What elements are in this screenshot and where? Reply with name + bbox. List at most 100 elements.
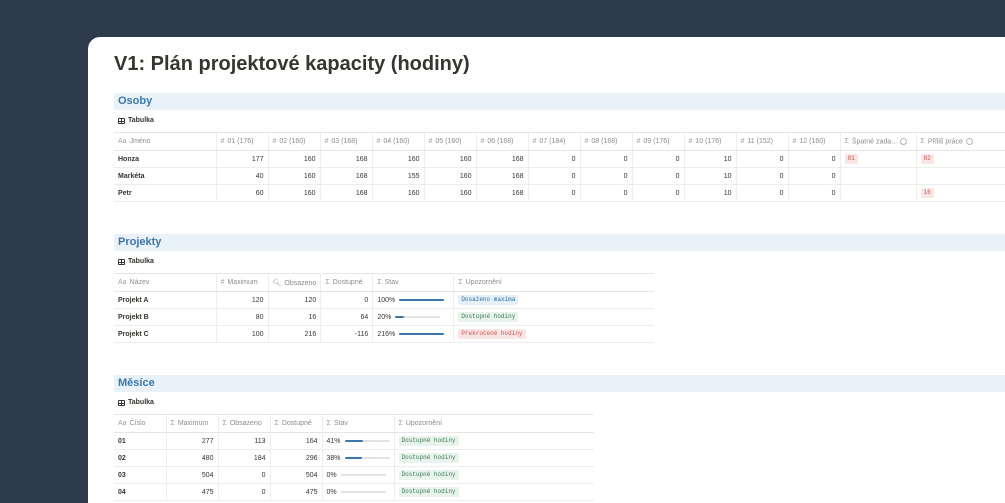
column-header-month[interactable]: #08 (168) bbox=[580, 132, 633, 151]
cell-spatne[interactable] bbox=[840, 167, 917, 185]
column-header-month[interactable]: #04 (160) bbox=[372, 132, 425, 151]
cell[interactable]: 0 bbox=[736, 150, 789, 168]
cell-maximum[interactable]: 80 bbox=[216, 308, 269, 326]
cell-maximum[interactable]: 480 bbox=[166, 449, 219, 467]
row-name[interactable]: Projekt C bbox=[114, 325, 217, 343]
cell-obsazeno[interactable]: 184 bbox=[218, 449, 271, 467]
column-header-obsazeno[interactable]: Σ Obsazeno bbox=[218, 414, 271, 433]
cell[interactable]: 155 bbox=[372, 167, 425, 185]
cell[interactable]: 0 bbox=[788, 167, 841, 185]
cell-upozorneni[interactable]: Dostupné hodiny bbox=[394, 483, 595, 501]
column-header-month[interactable]: #12 (160) bbox=[788, 132, 841, 151]
column-header-upozorneni[interactable]: Σ Upozornění bbox=[394, 414, 595, 433]
cell-dostupne[interactable]: 64 bbox=[320, 308, 374, 326]
cell-dostupne[interactable]: 164 bbox=[270, 432, 323, 450]
cell-maximum[interactable]: 475 bbox=[166, 483, 219, 501]
cell[interactable]: 177 bbox=[216, 150, 269, 168]
cell[interactable]: 10 bbox=[684, 184, 737, 202]
column-header-nazev[interactable]: Aa Název bbox=[114, 273, 217, 292]
cell[interactable]: 0 bbox=[736, 184, 789, 202]
cell[interactable]: 160 bbox=[268, 150, 321, 168]
cell-dostupne[interactable]: 475 bbox=[270, 483, 323, 501]
cell-stav[interactable]: 0% bbox=[322, 466, 395, 484]
table-row[interactable]: 03 504 0 504 0% Dostupné hodiny bbox=[114, 466, 595, 484]
column-header-dostupne[interactable]: Σ Dostupné bbox=[320, 273, 374, 292]
column-header-stav[interactable]: Σ Stav bbox=[372, 273, 455, 292]
cell-stav[interactable]: 0% bbox=[322, 483, 395, 501]
cell[interactable]: 160 bbox=[424, 150, 477, 168]
section-title-osoby[interactable]: Osoby bbox=[114, 93, 1005, 110]
table-row[interactable]: 01 277 113 164 41% Dostupné hodiny bbox=[114, 432, 595, 450]
person-name[interactable]: Honza bbox=[114, 150, 217, 168]
view-tab-osoby[interactable]: Tabulka bbox=[114, 110, 1005, 132]
cell[interactable]: 0 bbox=[788, 184, 841, 202]
cell[interactable]: 160 bbox=[268, 184, 321, 202]
table-row[interactable]: Markéta 40 160 168 155 160 168 0 0 0 10 … bbox=[114, 167, 1005, 185]
column-header-jmeno[interactable]: Aa Jméno bbox=[114, 132, 217, 151]
cell-obsazeno[interactable]: 216 bbox=[268, 325, 322, 343]
cell-obsazeno[interactable]: 16 bbox=[268, 308, 322, 326]
column-header-month[interactable]: #11 (152) bbox=[736, 132, 789, 151]
cell-upozorneni[interactable]: Překročené hodiny bbox=[453, 325, 654, 343]
table-row[interactable]: Projekt B 80 16 64 20% Dostupné hodiny bbox=[114, 308, 654, 326]
cell-stav[interactable]: 38% bbox=[322, 449, 395, 467]
cell[interactable]: 0 bbox=[736, 167, 789, 185]
cell-maximum[interactable]: 120 bbox=[216, 291, 269, 309]
cell-obsazeno[interactable]: 120 bbox=[268, 291, 322, 309]
table-row[interactable]: Honza 177 160 168 160 160 168 0 0 0 10 0… bbox=[114, 150, 1005, 168]
cell[interactable]: 0 bbox=[632, 184, 685, 202]
cell[interactable]: 10 bbox=[684, 167, 737, 185]
cell-spatne[interactable]: 81 bbox=[840, 150, 917, 168]
column-header-month[interactable]: #05 (160) bbox=[424, 132, 477, 151]
cell[interactable]: 168 bbox=[476, 150, 529, 168]
person-name[interactable]: Petr bbox=[114, 184, 217, 202]
row-name[interactable]: Projekt B bbox=[114, 308, 217, 326]
view-tab-mesice[interactable]: Tabulka bbox=[114, 392, 1005, 414]
cell-obsazeno[interactable]: 113 bbox=[218, 432, 271, 450]
cell[interactable]: 60 bbox=[216, 184, 269, 202]
cell[interactable]: 160 bbox=[372, 184, 425, 202]
cell[interactable]: 0 bbox=[580, 184, 633, 202]
cell-stav[interactable]: 216% bbox=[372, 325, 455, 343]
cell[interactable]: 0 bbox=[528, 150, 581, 168]
column-header-month[interactable]: #10 (176) bbox=[684, 132, 737, 151]
cell-maximum[interactable]: 277 bbox=[166, 432, 219, 450]
column-header-maximum[interactable]: # Maximum bbox=[216, 273, 269, 292]
column-header-prilis[interactable]: Σ Příliš práce bbox=[916, 132, 1005, 151]
cell-stav[interactable]: 100% bbox=[372, 291, 455, 309]
column-header-cislo[interactable]: Aa Číslo bbox=[114, 414, 167, 433]
table-row[interactable]: Projekt C 100 216 -116 216% Překročené hodiny bbox=[114, 325, 654, 343]
cell[interactable]: 40 bbox=[216, 167, 269, 185]
cell-maximum[interactable]: 100 bbox=[216, 325, 269, 343]
cell[interactable]: 10 bbox=[684, 150, 737, 168]
cell[interactable]: 0 bbox=[580, 167, 633, 185]
table-row[interactable]: Petr 60 160 168 160 160 168 0 0 0 10 0 0… bbox=[114, 184, 1005, 202]
cell[interactable]: 160 bbox=[372, 150, 425, 168]
column-header-month[interactable]: #01 (176) bbox=[216, 132, 269, 151]
row-name[interactable]: Projekt A bbox=[114, 291, 217, 309]
table-row[interactable]: 04 475 0 475 0% Dostupné hodiny bbox=[114, 483, 595, 501]
column-header-obsazeno[interactable]: 🔍︎ Obsazeno bbox=[268, 273, 322, 292]
cell[interactable]: 0 bbox=[632, 167, 685, 185]
cell[interactable]: 160 bbox=[424, 184, 477, 202]
column-header-month[interactable]: #09 (176) bbox=[632, 132, 685, 151]
cell-dostupne[interactable]: 296 bbox=[270, 449, 323, 467]
info-icon[interactable] bbox=[899, 137, 907, 145]
cell-upozorneni[interactable]: Dostupné hodiny bbox=[394, 432, 595, 450]
column-header-month[interactable]: #02 (160) bbox=[268, 132, 321, 151]
info-icon[interactable] bbox=[965, 137, 973, 145]
column-header-spatne[interactable]: Σ Špatné zada... bbox=[840, 132, 917, 151]
cell-spatne[interactable] bbox=[840, 184, 917, 202]
row-name[interactable]: 01 bbox=[114, 432, 167, 450]
row-name[interactable]: 03 bbox=[114, 466, 167, 484]
view-tab-projekty[interactable]: Tabulka bbox=[114, 251, 1005, 273]
column-header-month[interactable]: #06 (168) bbox=[476, 132, 529, 151]
column-header-stav[interactable]: Σ Stav bbox=[322, 414, 395, 433]
column-header-month[interactable]: #07 (184) bbox=[528, 132, 581, 151]
cell-stav[interactable]: 41% bbox=[322, 432, 395, 450]
cell[interactable]: 0 bbox=[528, 184, 581, 202]
column-header-maximum[interactable]: Σ Maximum bbox=[166, 414, 219, 433]
cell-prilis[interactable]: 16 bbox=[916, 184, 1005, 202]
cell-maximum[interactable]: 504 bbox=[166, 466, 219, 484]
cell[interactable]: 0 bbox=[788, 150, 841, 168]
